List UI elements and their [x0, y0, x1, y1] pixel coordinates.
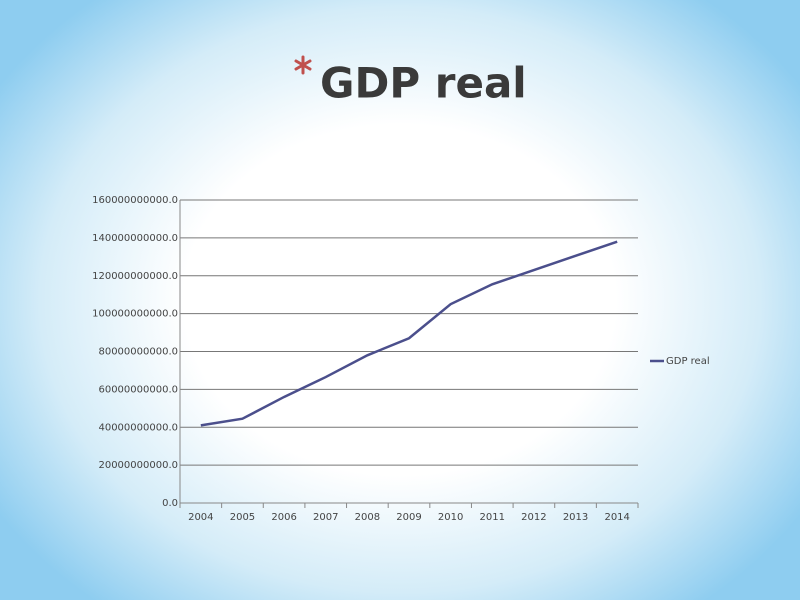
y-tick-label: 0.0 [162, 498, 178, 509]
x-tick-label: 2014 [604, 512, 629, 523]
x-tick-label: 2007 [313, 512, 338, 523]
y-tick-label: 40000000000.0 [98, 422, 178, 433]
y-tick-label: 140000000000.0 [92, 233, 178, 244]
y-tick-label: 120000000000.0 [92, 271, 178, 282]
data-line [200, 240, 618, 427]
y-tick-label: 160000000000.0 [92, 195, 178, 206]
x-tick-label: 2013 [563, 512, 588, 523]
x-tick-label: 2012 [521, 512, 546, 523]
y-tick-label: 100000000000.0 [92, 309, 178, 320]
x-tick-label: 2009 [396, 512, 421, 523]
x-tick-label: 2008 [355, 512, 380, 523]
y-tick-label: 60000000000.0 [98, 384, 178, 395]
x-tick-label: 2005 [230, 512, 255, 523]
x-tick-label: 2004 [188, 512, 213, 523]
title-bullet [294, 55, 312, 75]
x-tick-label: 2010 [438, 512, 463, 523]
legend-label: GDP real [666, 356, 710, 367]
y-tick-label: 80000000000.0 [98, 347, 178, 358]
x-tick-label: 2006 [271, 512, 296, 523]
chart-title: GDP real [320, 59, 527, 108]
y-tick-label: 20000000000.0 [98, 460, 178, 471]
x-tick-label: 2011 [480, 512, 505, 523]
